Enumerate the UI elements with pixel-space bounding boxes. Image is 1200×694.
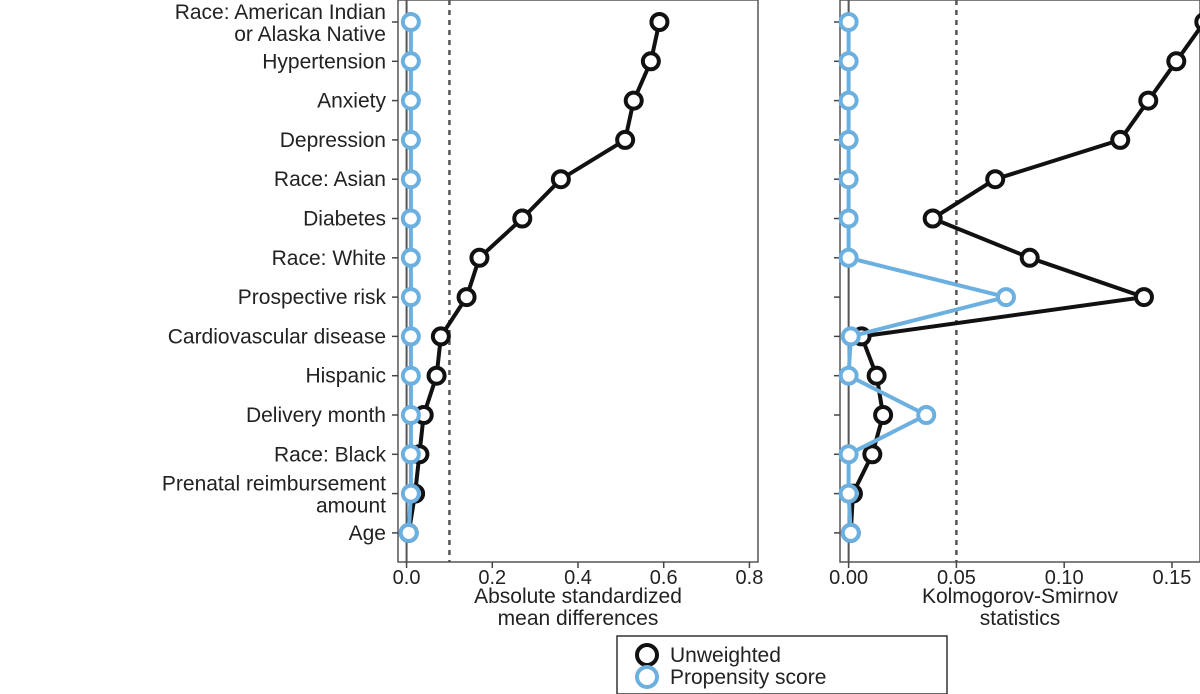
point-unweighted-cardiovascular-disease <box>430 326 451 347</box>
point-propensity-score-hypertension <box>400 51 421 72</box>
point-propensity-score-cardiovascular-disease <box>840 326 861 347</box>
point-unweighted-diabetes <box>512 208 533 229</box>
point-propensity-score-prenatal-reimbursement-amount <box>838 483 859 504</box>
point-propensity-score-hypertension <box>838 51 859 72</box>
point-unweighted-race-american-indian-or-alaska-native <box>649 12 670 32</box>
point-propensity-score-depression <box>838 129 859 150</box>
point-unweighted-anxiety <box>623 90 644 111</box>
series-unweighted <box>840 12 1200 543</box>
point-propensity-score-anxiety <box>838 90 859 111</box>
category-label-cardiovascular-disease: Cardiovascular disease <box>168 325 386 348</box>
point-propensity-score-race-black <box>838 444 859 465</box>
panel-2: 0.00 0.05 0.10 0.15 Kolmogorov-Smirnov statis… <box>829 0 1200 630</box>
point-unweighted-prospective-risk <box>456 287 477 308</box>
point-propensity-score-prospective-risk <box>400 287 421 308</box>
point-propensity-score-prenatal-reimbursement-amount <box>400 483 421 504</box>
point-unweighted-race-white <box>1019 247 1040 268</box>
category-label-anxiety: Anxiety <box>317 90 386 113</box>
point-propensity-score-diabetes <box>400 208 421 229</box>
category-label-race-white: Race: White <box>272 247 386 270</box>
point-propensity-score-depression <box>400 129 421 150</box>
point-propensity-score-race-asian <box>838 169 859 190</box>
point-propensity-score-race-black <box>400 444 421 465</box>
point-propensity-score-race-white <box>838 247 859 268</box>
series-line-unweighted <box>406 21 662 534</box>
point-unweighted-race-white <box>469 247 490 268</box>
x-tick-label: 0.6 <box>650 567 678 589</box>
x-axis-label: Kolmogorov-Smirnov statistics <box>922 585 1119 630</box>
point-propensity-score-hispanic <box>838 365 859 386</box>
point-propensity-score-race-white <box>400 247 421 268</box>
x-tick-label: 0.15 <box>1153 567 1192 589</box>
x-tick-label: 0.4 <box>564 567 592 589</box>
category-label-hispanic: Hispanic <box>305 365 386 388</box>
chart-panels: 0.0 0.2 0.4 0.6 0.8 Absolute standardized mean… <box>162 0 1200 630</box>
x-tick-label: 0.10 <box>1045 567 1084 589</box>
point-propensity-score-delivery-month <box>916 405 937 425</box>
category-label-depression: Depression <box>280 129 386 152</box>
legend-marker-unweighted <box>635 643 659 667</box>
category-label-race-american-indian-or-alaska-native: Race: American Indian or Alaska Native <box>175 1 386 46</box>
point-unweighted-hypertension <box>640 51 661 72</box>
point-propensity-score-age <box>840 522 861 543</box>
category-label-race-asian: Race: Asian <box>274 168 386 191</box>
point-propensity-score-hispanic <box>400 365 421 386</box>
series-propensity-score <box>398 12 421 543</box>
legend-box <box>616 635 948 694</box>
point-unweighted-depression <box>1110 129 1131 150</box>
point-unweighted-race-american-indian-or-alaska-native <box>1194 12 1200 32</box>
point-propensity-score-race-asian <box>400 169 421 190</box>
point-propensity-score-race-american-indian-or-alaska-native <box>400 12 421 32</box>
x-tick-label: 0.8 <box>736 567 764 589</box>
point-unweighted-diabetes <box>922 208 943 229</box>
panel-frame <box>397 0 759 563</box>
point-unweighted-prospective-risk <box>1133 287 1154 308</box>
point-propensity-score-delivery-month <box>400 405 421 425</box>
point-unweighted-race-asian <box>550 169 571 190</box>
category-label-diabetes: Diabetes <box>303 208 386 231</box>
legend-label-propensity-score: Propensity score <box>670 666 826 689</box>
point-unweighted-delivery-month <box>873 405 894 425</box>
legend-label-unweighted: Unweighted <box>670 644 781 667</box>
point-unweighted-race-black <box>862 444 883 465</box>
category-label-delivery-month: Delivery month <box>246 404 386 427</box>
legend-marker-propensity-score <box>635 665 659 689</box>
x-tick-label: 0.2 <box>478 567 506 589</box>
point-propensity-score-cardiovascular-disease <box>400 326 421 347</box>
point-propensity-score-anxiety <box>400 90 421 111</box>
category-label-hypertension: Hypertension <box>262 50 386 73</box>
category-label-prospective-risk: Prospective risk <box>238 286 387 309</box>
category-label-race-black: Race: Black <box>274 443 387 466</box>
panel-1: 0.0 0.2 0.4 0.6 0.8 Absolute standardized mean… <box>162 0 763 630</box>
point-propensity-score-diabetes <box>838 208 859 229</box>
x-tick-label: 0.00 <box>829 567 868 589</box>
point-propensity-score-prospective-risk <box>995 287 1016 308</box>
series-unweighted <box>398 12 670 543</box>
x-tick-label: 0.0 <box>393 567 421 589</box>
category-label-prenatal-reimbursement-amount: Prenatal reimbursement amount <box>162 473 386 518</box>
point-unweighted-race-asian <box>985 169 1006 190</box>
point-unweighted-hypertension <box>1166 51 1187 72</box>
legend: Unweighted Propensity score <box>616 635 948 694</box>
x-tick-label: 0.05 <box>937 567 976 589</box>
point-unweighted-anxiety <box>1138 90 1159 111</box>
x-axis-label: Absolute standardized mean differences <box>474 585 682 630</box>
point-propensity-score-age <box>398 522 419 543</box>
point-unweighted-hispanic <box>866 365 887 386</box>
category-label-age: Age <box>349 522 386 545</box>
point-unweighted-hispanic <box>426 365 447 386</box>
point-unweighted-depression <box>615 129 636 150</box>
panel-frame <box>839 0 1200 563</box>
point-propensity-score-race-american-indian-or-alaska-native <box>838 12 859 32</box>
series-propensity-score <box>838 12 1016 543</box>
